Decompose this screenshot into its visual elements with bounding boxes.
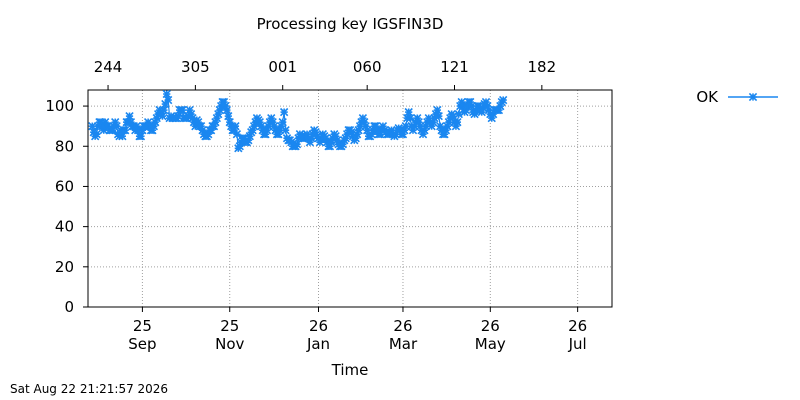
- data-point: [428, 117, 438, 127]
- x-tick-label: 26: [568, 317, 587, 335]
- x-tick-label: Nov: [215, 335, 244, 353]
- data-point: [453, 117, 462, 127]
- data-point: [158, 111, 167, 121]
- series-markers-ok: [88, 89, 508, 153]
- data-point: [222, 105, 232, 115]
- legend: OK: [696, 88, 778, 106]
- data-point: [136, 132, 146, 141]
- x-tick-label: 26: [309, 317, 328, 335]
- x-tick-label: 26: [481, 317, 500, 335]
- x-tick-label: 25: [220, 317, 239, 335]
- top-tick-label: 060: [353, 58, 382, 76]
- y-axis: 0 20 40 60 80 100: [45, 97, 88, 316]
- timestamp: Sat Aug 22 21:21:57 2026: [10, 382, 169, 396]
- x-tick-label: Sep: [128, 335, 156, 353]
- legend-marker-ok: [748, 92, 758, 102]
- data-point: [405, 113, 415, 123]
- data-point: [92, 130, 101, 139]
- plot-frame: [87, 89, 613, 308]
- data-point: [164, 95, 173, 105]
- data-point: [433, 105, 442, 115]
- y-tick-label: 20: [55, 258, 74, 276]
- top-tick-label: 244: [94, 58, 123, 76]
- data-point: [118, 132, 127, 141]
- top-tick-label: 121: [440, 58, 469, 76]
- x-tick-label: 26: [393, 317, 412, 335]
- data-point: [178, 105, 187, 115]
- data-point: [125, 111, 134, 121]
- top-tick-label: 305: [181, 58, 210, 76]
- x-tick-label: Jan: [306, 335, 330, 353]
- legend-label-ok: OK: [696, 88, 719, 106]
- data-point: [232, 130, 242, 139]
- data-point: [245, 132, 254, 141]
- y-tick-label: 60: [55, 177, 74, 195]
- x-tick-label: May: [475, 335, 506, 353]
- data-point: [224, 111, 233, 121]
- data-point: [499, 95, 508, 105]
- top-axis: 244 305 001 060 121 182: [94, 58, 556, 90]
- data-point: [162, 89, 171, 99]
- data-point: [281, 126, 290, 135]
- data-point: [404, 107, 413, 117]
- data-point: [434, 111, 443, 121]
- data-point: [159, 105, 169, 115]
- data-point: [279, 107, 289, 117]
- data-point: [121, 126, 130, 135]
- top-tick-label: 001: [268, 58, 297, 76]
- y-tick-label: 0: [64, 298, 74, 316]
- y-tick-label: 100: [45, 97, 74, 115]
- top-tick-label: 182: [528, 58, 557, 76]
- grid: [88, 90, 612, 307]
- x-tick-label: Mar: [389, 335, 418, 353]
- x-tick-label: 25: [133, 317, 152, 335]
- chart-title: Processing key IGSFIN3D: [257, 15, 444, 33]
- data-point: [231, 122, 240, 131]
- x-axis-label: Time: [331, 361, 369, 379]
- data-point: [278, 117, 287, 127]
- x-tick-label: Jul: [568, 335, 587, 353]
- y-tick-label: 80: [55, 137, 74, 155]
- y-tick-label: 40: [55, 218, 74, 236]
